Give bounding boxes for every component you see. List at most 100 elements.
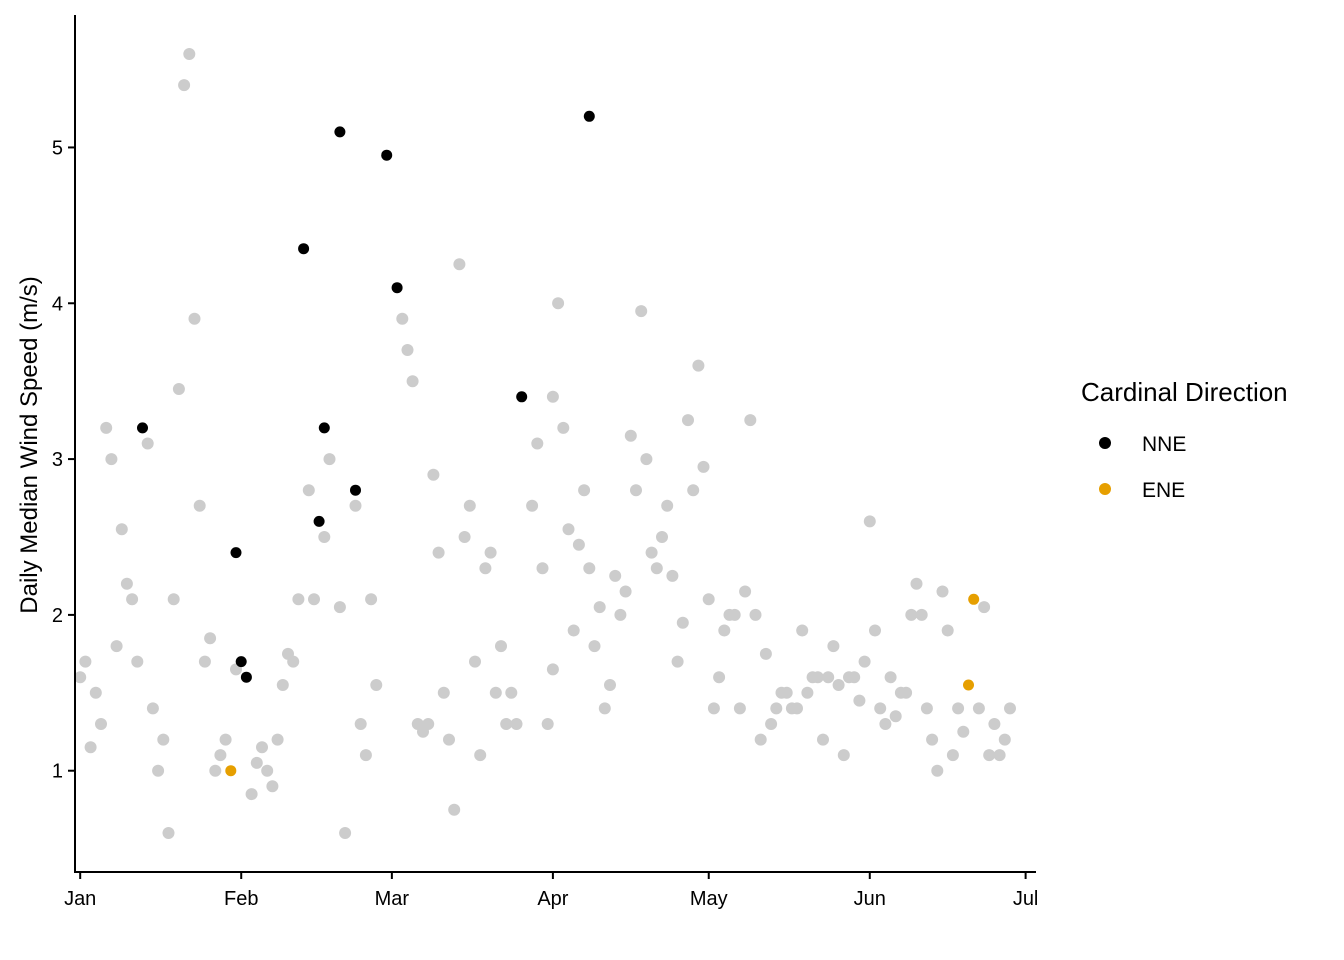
data-point-other [889,710,902,723]
data-point-other [656,531,668,543]
data-point-other [406,375,419,388]
data-point-other [557,421,570,434]
data-point-other [256,741,268,754]
data-point-other [349,499,362,512]
data-point-other [214,749,227,762]
data-point-other [541,718,554,730]
data-point-other [209,764,222,777]
data-point-other [572,538,585,551]
data-point-other [183,48,196,60]
data-point-other [650,562,663,575]
data-point-other [204,632,217,645]
data-point-other [822,671,835,684]
data-point-nne [334,126,346,138]
data-point-other [469,655,481,668]
data-point-other [354,718,367,730]
data-point-other [1004,702,1016,715]
data-point-other [707,702,720,715]
data-point-other [562,523,575,536]
data-point-other [146,702,159,715]
data-point-other [619,585,632,598]
data-point-nne [298,243,310,255]
data-point-other [458,531,471,543]
data-point-other [510,718,523,730]
x-tick-label: May [690,888,728,910]
data-point-other [676,616,689,629]
data-point-other [837,749,850,762]
data-point-other [874,702,887,715]
data-point-other [780,686,793,699]
y-axis-ticks: 1 2 3 4 5 [52,137,75,783]
data-point-other [920,702,933,715]
data-point-other [988,718,1001,730]
data-point-other [463,499,476,512]
data-point-other [936,585,949,598]
data-point-other [89,686,102,699]
data-point-other [79,655,92,668]
data-point-other [292,593,305,606]
data-point-other [167,593,180,606]
legend-entries: NNE ENE [1099,433,1186,502]
data-point-other [396,312,409,325]
data-point-other [593,601,606,614]
data-point-other [448,803,461,816]
data-point-other [95,718,107,730]
data-point-other [505,686,518,699]
data-point-other [609,569,622,582]
data-point-other [261,764,274,777]
data-point-other [193,499,206,512]
data-point-nne [350,484,361,496]
data-point-other [100,421,113,434]
data-point-other [754,733,767,746]
data-point-other [915,608,928,621]
y-tick-label: 5 [52,137,63,159]
x-tick-label: Jul [1013,888,1039,910]
data-point-other [983,749,996,762]
data-point-other [333,601,346,614]
data-point-other [84,741,97,754]
data-point-other [115,523,128,536]
data-point-other [401,344,414,356]
data-point-other [718,624,731,637]
data-point-other [588,640,601,653]
data-point-other [692,359,705,372]
data-point-other [946,749,959,762]
data-point-other [245,788,258,801]
data-point-other [739,585,752,598]
data-point-other [276,679,289,691]
data-point-ene [968,593,980,605]
data-point-other [811,671,824,684]
data-point-other [162,827,175,839]
data-point-nne [313,515,325,527]
data-point-other [567,624,580,637]
data-point-other [188,312,201,325]
data-point-other [365,593,378,606]
data-point-other [858,655,871,668]
data-point-other [791,702,803,715]
data-point-other [432,546,445,559]
data-point-other [323,453,336,466]
data-point-other [749,608,762,621]
data-point-other [546,663,559,676]
legend-key-nne [1099,437,1111,449]
data-point-other [765,718,778,730]
data-point-ene [963,679,974,691]
data-point-nne [391,282,403,294]
data-point-other [110,640,123,653]
data-point-other [697,460,710,473]
data-point-other [713,671,726,684]
data-point-other [484,546,497,559]
data-point-other [495,640,507,653]
data-point-other [614,608,627,621]
data-point-other [635,305,648,318]
data-point-other [500,718,513,730]
legend-label-nne: NNE [1142,433,1186,456]
data-point-other [74,671,87,684]
data-point-other [900,686,913,699]
data-point-other [604,679,616,691]
legend-title: Cardinal Direction [1081,377,1288,407]
data-point-nne [381,149,393,161]
y-tick-label: 1 [52,761,63,783]
data-point-ene [225,765,237,777]
